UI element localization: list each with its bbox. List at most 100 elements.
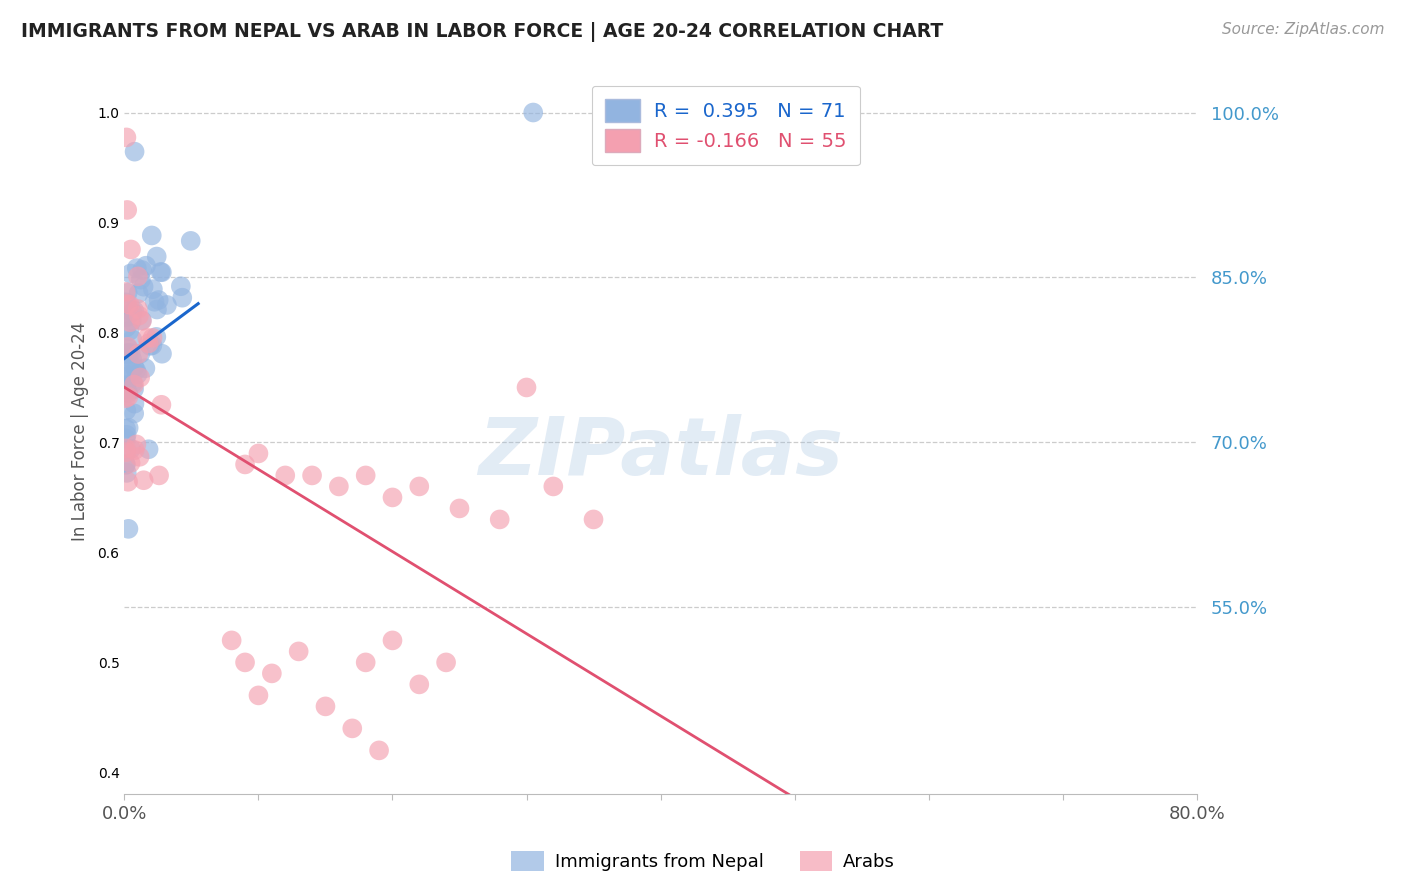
Point	[328, 479, 350, 493]
Point	[114, 442, 136, 456]
Point	[121, 333, 143, 347]
Point	[515, 380, 537, 394]
Point	[114, 295, 136, 310]
Point	[117, 386, 139, 401]
Point	[125, 261, 148, 276]
Point	[114, 382, 136, 396]
Point	[114, 458, 136, 472]
Point	[434, 656, 457, 670]
Text: ZIPatlas: ZIPatlas	[478, 414, 844, 492]
Point	[115, 466, 138, 480]
Point	[115, 427, 138, 442]
Point	[115, 297, 138, 311]
Point	[522, 105, 544, 120]
Point	[115, 445, 138, 459]
Point	[122, 303, 145, 318]
Legend: Immigrants from Nepal, Arabs: Immigrants from Nepal, Arabs	[503, 844, 903, 879]
Point	[128, 450, 150, 464]
Point	[342, 722, 364, 736]
Point	[449, 501, 471, 516]
Point	[132, 473, 155, 487]
Point	[117, 475, 139, 489]
Point	[150, 347, 173, 361]
Point	[117, 390, 139, 404]
Point	[127, 301, 149, 316]
Point	[124, 145, 146, 159]
Point	[115, 310, 138, 324]
Point	[150, 398, 173, 412]
Point	[287, 644, 309, 658]
Point	[247, 689, 270, 703]
Point	[121, 314, 143, 328]
Point	[127, 347, 149, 361]
Point	[127, 368, 149, 382]
Point	[314, 699, 336, 714]
Point	[128, 309, 150, 323]
Point	[120, 243, 142, 257]
Point	[120, 346, 142, 360]
Point	[114, 391, 136, 405]
Point	[354, 656, 377, 670]
Point	[122, 382, 145, 396]
Point	[145, 330, 167, 344]
Point	[221, 633, 243, 648]
Point	[117, 285, 139, 300]
Point	[145, 250, 167, 264]
Point	[117, 302, 139, 317]
Point	[172, 291, 194, 305]
Point	[114, 368, 136, 382]
Point	[131, 313, 153, 327]
Point	[114, 432, 136, 446]
Point	[115, 346, 138, 360]
Point	[115, 369, 138, 384]
Point	[117, 342, 139, 356]
Point	[131, 314, 153, 328]
Point	[142, 282, 165, 296]
Point	[368, 743, 391, 757]
Y-axis label: In Labor Force | Age 20-24: In Labor Force | Age 20-24	[72, 322, 89, 541]
Point	[381, 633, 404, 648]
Point	[233, 458, 256, 472]
Point	[128, 286, 150, 301]
Text: Source: ZipAtlas.com: Source: ZipAtlas.com	[1222, 22, 1385, 37]
Point	[124, 359, 146, 374]
Point	[488, 512, 510, 526]
Point	[120, 267, 142, 281]
Point	[124, 396, 146, 410]
Point	[135, 259, 157, 273]
Point	[122, 377, 145, 392]
Legend: R =  0.395   N = 71, R = -0.166   N = 55: R = 0.395 N = 71, R = -0.166 N = 55	[592, 86, 860, 165]
Point	[170, 279, 193, 293]
Point	[118, 315, 141, 329]
Point	[120, 456, 142, 470]
Point	[141, 228, 163, 243]
Point	[121, 305, 143, 319]
Point	[121, 352, 143, 367]
Point	[115, 378, 138, 392]
Point	[141, 338, 163, 352]
Point	[134, 361, 156, 376]
Point	[118, 363, 141, 377]
Point	[118, 421, 141, 435]
Point	[381, 491, 404, 505]
Point	[118, 298, 141, 312]
Point	[127, 269, 149, 284]
Point	[233, 656, 256, 670]
Point	[117, 340, 139, 354]
Point	[247, 446, 270, 460]
Point	[124, 443, 146, 458]
Point	[139, 339, 162, 353]
Point	[148, 468, 170, 483]
Point	[301, 468, 323, 483]
Point	[125, 437, 148, 451]
Point	[125, 363, 148, 377]
Point	[408, 479, 430, 493]
Point	[114, 348, 136, 362]
Point	[115, 320, 138, 334]
Point	[543, 479, 565, 493]
Point	[132, 279, 155, 293]
Point	[120, 442, 142, 456]
Point	[114, 457, 136, 471]
Text: IMMIGRANTS FROM NEPAL VS ARAB IN LABOR FORCE | AGE 20-24 CORRELATION CHART: IMMIGRANTS FROM NEPAL VS ARAB IN LABOR F…	[21, 22, 943, 42]
Point	[129, 346, 152, 360]
